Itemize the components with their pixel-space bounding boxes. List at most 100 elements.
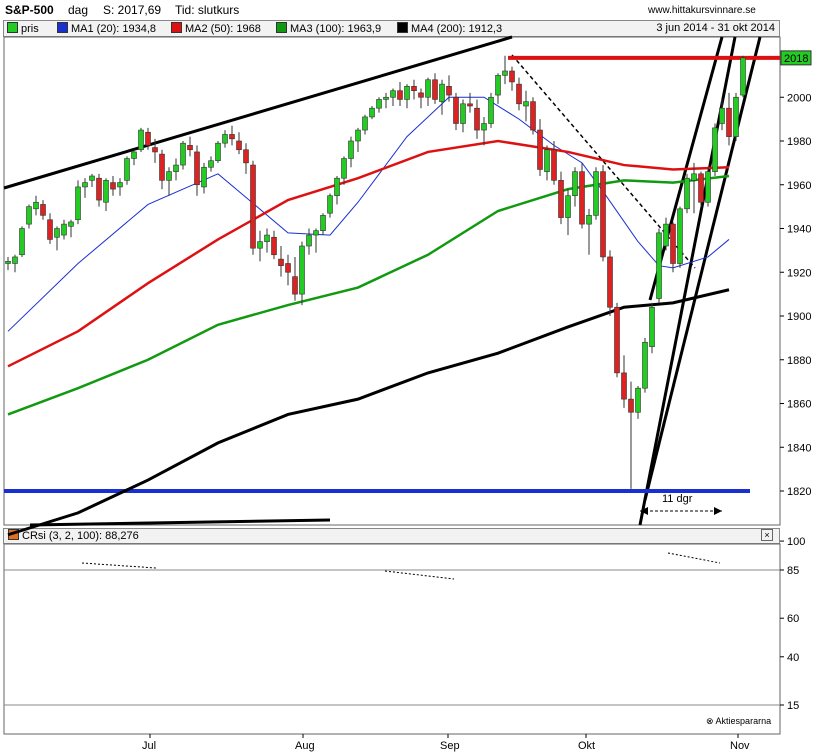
legend-item-ma3[interactable]: MA3 (100): 1963,9: [276, 22, 381, 35]
candle-body: [194, 151, 200, 186]
candle-body: [418, 92, 424, 98]
candle-body: [180, 142, 186, 166]
period-label: dag: [68, 3, 89, 17]
arrow-left-icon: [640, 507, 648, 515]
candle-body: [586, 215, 592, 225]
candle-body: [61, 223, 67, 236]
legend-item-ma4[interactable]: MA4 (200): 1912,3: [397, 22, 502, 35]
candle-body: [68, 221, 74, 227]
candle-body: [502, 70, 508, 76]
candle-body: [383, 96, 389, 100]
ma-line-ma2: [7, 139, 730, 368]
legend-item-ma2[interactable]: MA2 (50): 1968: [171, 22, 261, 35]
y-tick-label: 1840: [787, 442, 811, 454]
ma2-swatch-icon: [171, 22, 182, 33]
ma1-swatch-icon: [57, 22, 68, 33]
rsi-y-tick-label: 40: [787, 652, 799, 664]
candle-body: [712, 127, 718, 172]
candle-body: [47, 219, 53, 240]
symbol-label: S&P-500: [5, 3, 54, 17]
price-swatch-icon: [7, 22, 18, 33]
trend-line: [3, 35, 513, 190]
candle-body: [152, 147, 158, 153]
candles: [5, 55, 746, 489]
candle-body: [642, 341, 648, 389]
price-tag-box: [780, 50, 812, 66]
candle-body: [145, 131, 151, 146]
chart-header: S&P-500 dag S: 2017,69 Tid: slutkurs www…: [0, 0, 822, 18]
candle-body: [89, 175, 95, 181]
rsi-divergence-line: [667, 552, 721, 564]
y-tick-label: 1860: [787, 399, 811, 411]
candle-body: [740, 57, 746, 96]
candle-body: [600, 171, 606, 258]
candle-body: [495, 75, 501, 96]
rsi-y-tick-label: 15: [787, 700, 799, 712]
candle-body: [103, 180, 109, 203]
candle-body: [467, 103, 473, 107]
candle-body: [124, 158, 130, 181]
candle-body: [299, 245, 305, 295]
ma-line-ma4: [7, 288, 730, 537]
trend-line: [638, 36, 737, 526]
candle-body: [453, 96, 459, 124]
candle-body: [369, 107, 375, 118]
candle-body: [670, 223, 676, 264]
y-tick-label: 1900: [787, 311, 811, 323]
x-tick-label: Aug: [295, 740, 315, 752]
candle-body: [285, 263, 291, 273]
candle-body: [474, 107, 480, 131]
rsi-label: CRsi (3, 2, 100): 88,276: [22, 530, 139, 542]
candle-body: [166, 171, 172, 181]
candle-body: [537, 129, 543, 170]
y-tick-label: 1820: [787, 486, 811, 498]
legend-item-ma1[interactable]: MA1 (20): 1934,8: [57, 22, 156, 35]
candle-body: [649, 306, 655, 347]
candle-body: [348, 140, 354, 159]
candle-body: [677, 208, 683, 264]
ma3-swatch-icon: [276, 22, 287, 33]
candle-body: [5, 261, 11, 264]
candle-body: [481, 123, 487, 131]
arrow-right-icon: [714, 507, 722, 515]
rsi-y-tick-label: 85: [787, 565, 799, 577]
candle-body: [341, 158, 347, 179]
candle-body: [544, 149, 550, 172]
candle-body: [278, 258, 284, 266]
x-tick-label: Sep: [440, 740, 460, 752]
candle-body: [404, 86, 410, 100]
candle-body: [411, 86, 417, 91]
candle-body: [446, 86, 452, 96]
candle-body: [460, 103, 466, 124]
candle-body: [523, 101, 529, 107]
candle-body: [376, 99, 382, 109]
candle-body: [397, 90, 403, 100]
candle-body: [621, 372, 627, 400]
candle-body: [733, 96, 739, 137]
y-tick-label: 2000: [787, 92, 811, 104]
candle-body: [243, 149, 249, 164]
candle-body: [334, 177, 340, 196]
rsi-y-tick-label: 100: [787, 536, 805, 548]
candle-body: [313, 230, 319, 236]
candle-body: [362, 116, 368, 131]
candle-body: [355, 129, 361, 142]
candle-body: [173, 164, 179, 172]
candle-body: [229, 134, 235, 140]
candle-body: [635, 387, 641, 413]
candle-body: [131, 151, 137, 159]
candle-body: [551, 149, 557, 181]
y-tick-label: 1960: [787, 180, 811, 192]
candle-body: [439, 83, 445, 102]
candle-body: [614, 306, 620, 374]
candle-body: [54, 228, 60, 238]
y-tick-label: 1980: [787, 136, 811, 148]
time-label: Tid: slutkurs: [175, 3, 240, 17]
candle-body: [201, 166, 207, 188]
x-tick-label: Nov: [730, 740, 750, 752]
candle-body: [236, 140, 242, 151]
close-icon[interactable]: ×: [761, 529, 773, 541]
candle-body: [691, 173, 697, 181]
legend-item-price[interactable]: pris: [7, 22, 39, 35]
rsi-y-tick-label: 60: [787, 613, 799, 625]
